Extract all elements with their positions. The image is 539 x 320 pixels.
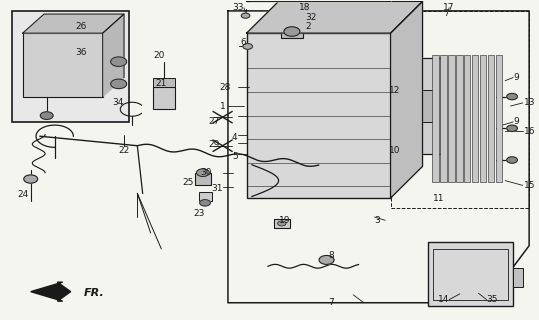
Circle shape [197, 169, 209, 177]
Text: 34: 34 [113, 99, 124, 108]
Bar [274, 0, 291, 1]
Text: FR.: FR. [84, 288, 105, 298]
Bar [351, 0, 367, 1]
Text: 19: 19 [279, 216, 290, 225]
Polygon shape [31, 282, 71, 301]
Text: 3: 3 [375, 216, 381, 225]
Text: 31: 31 [212, 184, 223, 193]
Text: 25: 25 [182, 178, 194, 187]
Bar [153, 87, 175, 109]
Text: 33: 33 [232, 3, 244, 12]
Bar [247, 33, 391, 198]
Bar [289, 15, 301, 20]
Text: 23: 23 [193, 209, 204, 219]
Text: 28: 28 [219, 83, 231, 92]
Text: 24: 24 [17, 190, 29, 199]
Polygon shape [247, 1, 423, 33]
Circle shape [507, 157, 517, 163]
Text: 20: 20 [153, 51, 164, 60]
Circle shape [40, 112, 53, 119]
Bar [432, 55, 439, 182]
Text: 35: 35 [487, 295, 498, 304]
Bar [440, 55, 446, 182]
Polygon shape [102, 14, 124, 97]
Text: 10: 10 [389, 146, 400, 155]
Bar [456, 55, 462, 182]
Bar [153, 77, 175, 87]
Text: 32: 32 [305, 13, 316, 22]
Circle shape [243, 44, 252, 49]
Circle shape [24, 175, 38, 183]
Bar [428, 243, 513, 306]
Text: 9: 9 [513, 117, 519, 126]
Bar [448, 55, 454, 182]
Text: 13: 13 [524, 99, 535, 108]
Text: 4: 4 [232, 133, 238, 142]
Bar [464, 55, 471, 182]
Bar [472, 55, 479, 182]
Bar [433, 249, 508, 300]
Text: 14: 14 [438, 295, 450, 304]
Bar [23, 33, 102, 97]
Bar [488, 55, 494, 182]
Text: 36: 36 [75, 48, 87, 57]
Circle shape [110, 79, 127, 89]
Bar [480, 55, 487, 182]
Circle shape [241, 13, 250, 18]
Polygon shape [23, 14, 124, 33]
Text: 2: 2 [305, 22, 311, 31]
Text: 8: 8 [329, 251, 334, 260]
Bar [391, 11, 529, 208]
Circle shape [319, 255, 334, 264]
Text: 18: 18 [299, 3, 310, 12]
Circle shape [278, 221, 286, 226]
Text: 26: 26 [75, 22, 87, 31]
Circle shape [507, 93, 517, 100]
Circle shape [507, 125, 517, 132]
Text: 17: 17 [444, 3, 455, 12]
Text: 9: 9 [513, 73, 519, 82]
Text: 29: 29 [209, 140, 220, 148]
Bar [199, 192, 212, 201]
Circle shape [199, 200, 210, 206]
Text: 12: 12 [389, 86, 400, 95]
Text: 22: 22 [119, 146, 129, 155]
Circle shape [284, 27, 300, 36]
Bar [398, 59, 441, 154]
Bar [318, 0, 334, 1]
Bar [12, 11, 129, 122]
Text: 11: 11 [433, 194, 444, 203]
Text: 1: 1 [219, 101, 225, 111]
Text: 7: 7 [328, 298, 334, 307]
Polygon shape [391, 1, 423, 198]
Bar [404, 90, 433, 122]
Bar [496, 55, 502, 182]
Bar [513, 268, 523, 287]
Bar [274, 219, 290, 228]
Text: 5: 5 [232, 152, 238, 161]
Text: 27: 27 [209, 117, 220, 126]
Text: 6: 6 [241, 38, 247, 47]
Text: 16: 16 [524, 127, 535, 136]
Text: 15: 15 [524, 181, 535, 190]
Text: 30: 30 [201, 168, 212, 177]
Circle shape [110, 57, 127, 67]
Text: 21: 21 [156, 79, 167, 88]
Bar [281, 25, 302, 38]
Bar [195, 173, 211, 185]
